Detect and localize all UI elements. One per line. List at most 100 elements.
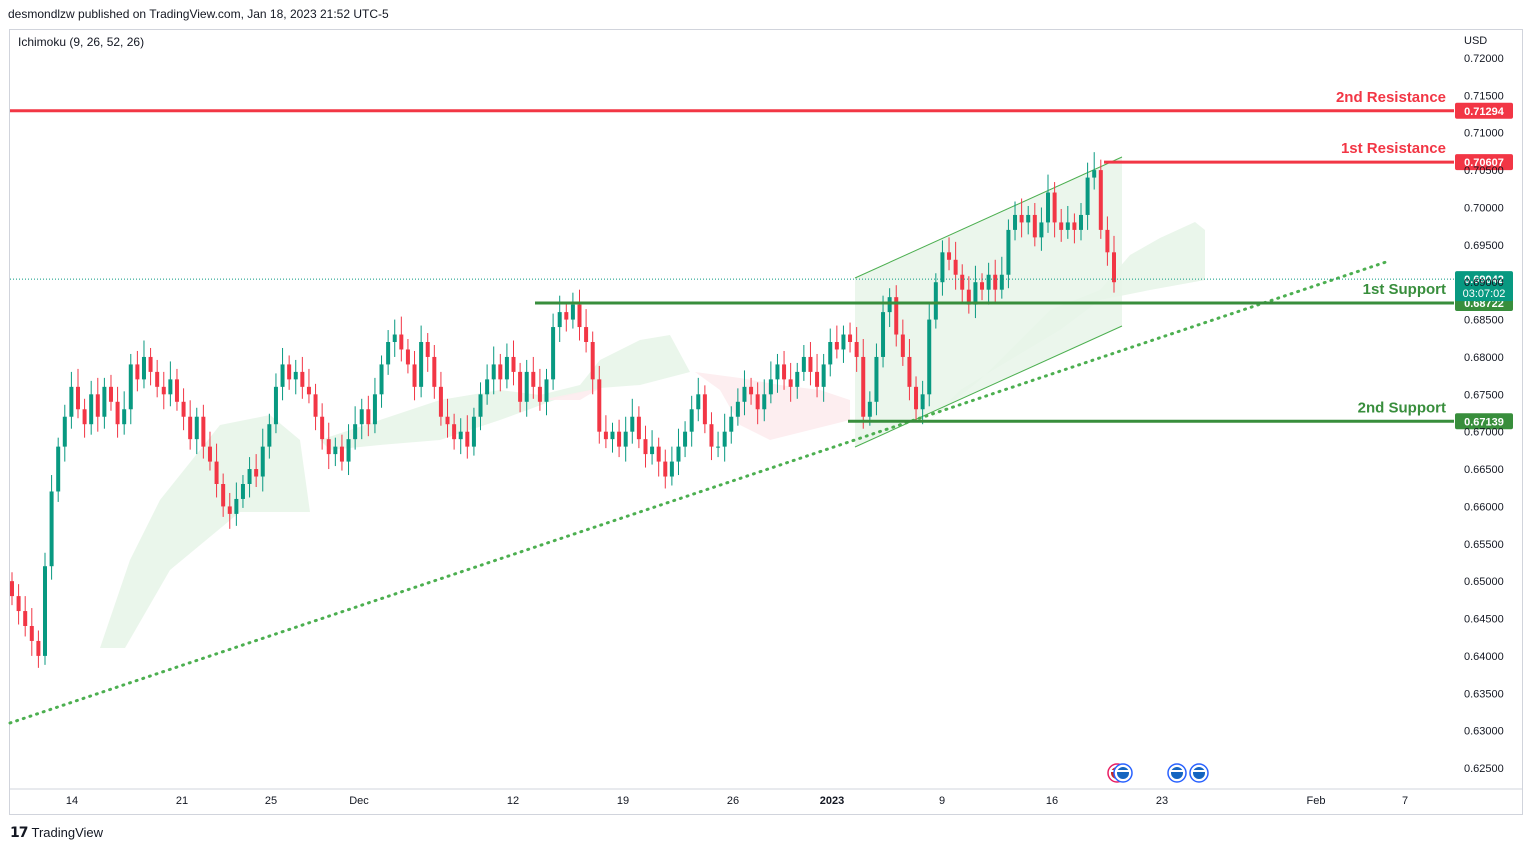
candle	[346, 424, 351, 476]
candle	[669, 446, 674, 486]
candle	[141, 340, 146, 389]
candle	[643, 425, 648, 468]
candle	[221, 473, 226, 517]
y-tick-label: 0.71500	[1464, 90, 1504, 102]
candle	[419, 325, 424, 398]
candle	[584, 309, 589, 353]
candle	[16, 584, 21, 625]
y-tick-label: 0.64500	[1464, 614, 1504, 626]
candle	[940, 240, 945, 296]
candle	[617, 419, 622, 458]
candle	[564, 303, 569, 332]
candle	[42, 552, 47, 665]
candle	[372, 377, 377, 434]
candle	[326, 422, 331, 470]
candle	[471, 407, 476, 456]
candle	[386, 330, 391, 375]
y-tick-label: 0.65500	[1464, 539, 1504, 551]
candle	[155, 359, 160, 398]
price-axis[interactable]: USD 0.72000 0.71500 0.71000 0.70500 0.70000 0…	[1464, 35, 1504, 775]
y-tick-label: 0.70000	[1464, 202, 1504, 214]
candle	[161, 371, 166, 410]
candle	[465, 415, 470, 459]
candle	[828, 328, 833, 377]
x-tick-label: 9	[939, 795, 945, 807]
candle	[775, 353, 780, 393]
published-by-caption: desmondlzw published on TradingView.com,…	[8, 7, 389, 21]
candle	[1112, 235, 1116, 293]
candle	[240, 475, 245, 508]
candle	[900, 319, 905, 366]
candle	[458, 418, 463, 455]
candle	[986, 262, 991, 305]
last-price-label: 0.69042	[1464, 274, 1504, 286]
y-tick-label: 0.66000	[1464, 501, 1504, 513]
candle	[881, 295, 886, 368]
level-price-label: 0.71294	[1464, 106, 1505, 118]
candle	[287, 355, 292, 390]
candle	[452, 413, 457, 450]
x-tick-label: 21	[176, 795, 188, 807]
x-tick-label: 12	[507, 795, 519, 807]
candle	[122, 391, 127, 435]
candle	[1072, 213, 1077, 244]
candle	[95, 377, 100, 432]
level-price-tag	[1455, 154, 1513, 171]
candle	[194, 407, 199, 455]
countdown-label: 03:07:02	[1463, 288, 1506, 300]
y-tick-label: 0.66500	[1464, 464, 1504, 476]
candle	[89, 380, 94, 435]
y-tick-label: 0.67000	[1464, 427, 1504, 439]
candle	[676, 428, 681, 476]
time-axis[interactable]: 14 21 25 Dec 12 19 26 2023 9 16 23 Feb 7	[10, 788, 1522, 807]
candle	[1098, 159, 1103, 239]
candle	[56, 437, 61, 502]
candle	[1065, 205, 1070, 239]
candle	[69, 371, 74, 429]
candle	[716, 431, 721, 458]
level-name: 1st Resistance	[1341, 140, 1446, 157]
candle	[551, 313, 556, 390]
y-tick-label: 0.64000	[1464, 651, 1504, 663]
candle	[808, 342, 813, 386]
candle	[590, 331, 595, 395]
candle	[729, 406, 734, 444]
candle	[702, 385, 707, 434]
candle	[23, 596, 28, 637]
candles	[10, 152, 1116, 668]
y-tick-label: 0.68000	[1464, 352, 1504, 364]
candle	[597, 365, 602, 444]
candle	[709, 412, 714, 461]
channel-upper-line	[854, 156, 1123, 279]
level-price-label: 0.70607	[1464, 157, 1504, 169]
candle	[973, 265, 978, 319]
candle	[491, 346, 496, 395]
candle	[848, 322, 853, 353]
candle	[861, 339, 866, 429]
candle	[524, 359, 529, 417]
event-markers	[1107, 763, 1209, 783]
candle	[339, 434, 344, 471]
candle	[821, 353, 826, 402]
candle	[1092, 152, 1097, 190]
candle	[749, 377, 754, 405]
ichimoku-indicator-label[interactable]: Ichimoku (9, 26, 52, 26)	[18, 35, 145, 49]
candle	[300, 356, 305, 399]
candle	[188, 400, 193, 450]
candle	[1046, 174, 1051, 233]
y-tick-label: 0.65000	[1464, 576, 1504, 588]
candle	[82, 398, 87, 438]
candle	[722, 413, 727, 462]
x-tick-label: 25	[265, 795, 277, 807]
candle	[762, 379, 767, 422]
y-tick-label: 0.69500	[1464, 240, 1504, 252]
candle	[168, 361, 173, 407]
candle	[663, 449, 668, 489]
economic-event-flag-icon	[1189, 763, 1209, 783]
level-name: 2nd Support	[1358, 399, 1446, 416]
candle	[1032, 202, 1037, 247]
cloud-segment	[540, 388, 600, 400]
candle	[425, 333, 430, 372]
axis-currency-label: USD	[1464, 35, 1487, 47]
